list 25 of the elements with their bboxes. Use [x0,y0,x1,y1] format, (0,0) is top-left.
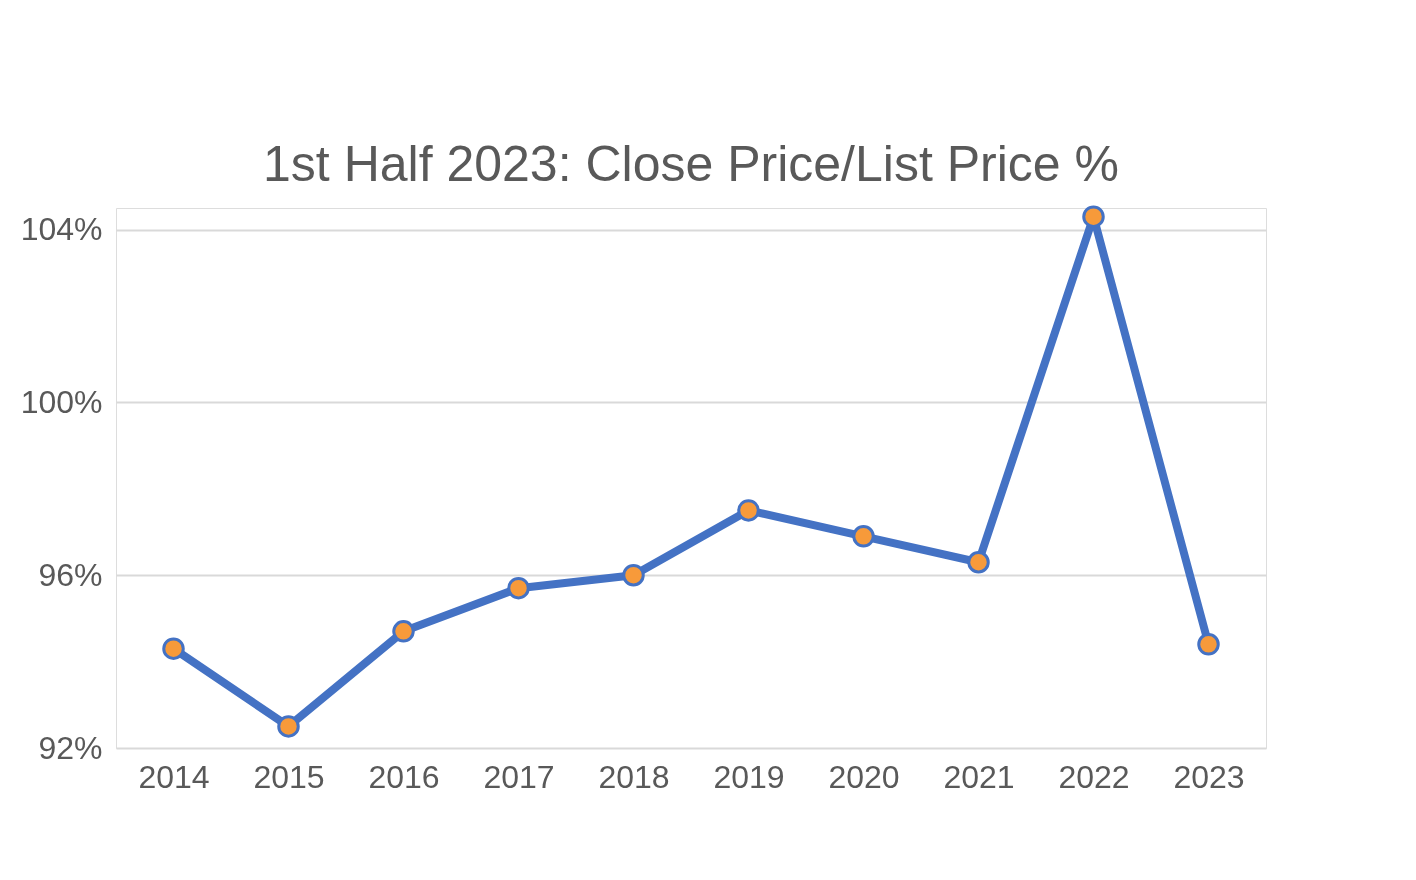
x-tick-label: 2014 [138,758,210,795]
y-tick-label: 92% [38,729,103,766]
x-tick-label: 2015 [253,758,325,795]
x-tick-label: 2018 [598,758,670,795]
point [622,563,645,587]
x-tick-label: 2017 [483,758,555,795]
point [737,499,760,522]
point [277,715,300,738]
point [162,637,185,660]
point [1082,205,1105,228]
x-tick-label: 2016 [368,758,440,795]
x-tick-label: 2019 [713,758,785,795]
point [967,551,990,574]
x-tick-label: 2022 [1058,758,1130,795]
point [852,525,875,548]
y-tick-label: 96% [38,556,103,593]
x-tick-label: 2023 [1173,758,1245,795]
y-tick-label: 104% [20,211,103,248]
point [392,620,415,643]
point [507,576,530,600]
point [1197,633,1220,656]
x-tick-label: 2021 [943,758,1015,795]
chart-title: 1st Half 2023: Close Price/List Price % [263,135,1119,192]
y-tick-label: 100% [20,383,103,420]
x-tick-label: 2020 [828,758,900,795]
